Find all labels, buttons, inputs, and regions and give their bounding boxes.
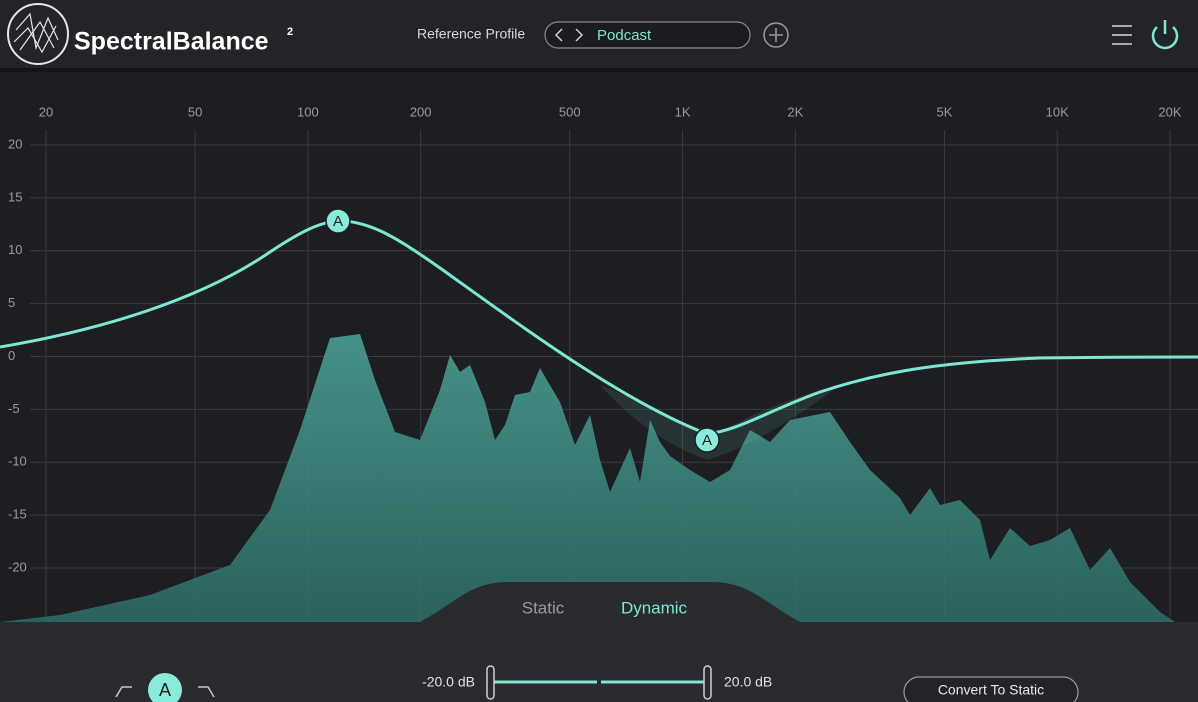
freq-tick-label: 100 — [297, 104, 319, 119]
logo-superscript: 2 — [287, 26, 293, 38]
range-slider[interactable] — [486, 665, 712, 700]
db-tick-label: 15 — [8, 189, 22, 204]
convert-button[interactable] — [903, 676, 1079, 702]
eq-node[interactable]: A — [325, 208, 351, 234]
reference-label: Reference Profile — [417, 26, 525, 42]
menu-button[interactable] — [1112, 25, 1132, 45]
eq-curve — [0, 219, 1198, 436]
db-tick-label: -20 — [8, 559, 27, 574]
range-max: 20.0 dB — [724, 674, 772, 690]
db-tick-label: 20 — [8, 136, 22, 151]
freq-tick-label: 200 — [410, 104, 432, 119]
freq-tick-label: 20 — [39, 104, 53, 119]
freq-tick-label: 1K — [675, 104, 691, 119]
logo-name: SpectralBalance — [74, 28, 269, 56]
db-tick-label: 5 — [8, 295, 15, 310]
freq-tick-label: 50 — [188, 104, 202, 119]
band-selector[interactable]: A — [148, 673, 182, 702]
profile-selector[interactable] — [544, 21, 751, 49]
band-shape-icons[interactable] — [115, 686, 215, 698]
freq-tick-label: 5K — [936, 104, 952, 119]
node-label: A — [702, 432, 712, 449]
freq-tick-label: 20K — [1158, 104, 1181, 119]
convert-button-label[interactable]: Convert To Static — [938, 682, 1044, 698]
mode-option[interactable]: Static — [522, 598, 565, 617]
range-min: -20.0 dB — [422, 674, 475, 690]
add-profile-button[interactable] — [763, 22, 789, 48]
mode-option[interactable]: Dynamic — [621, 598, 688, 617]
db-tick-label: 0 — [8, 348, 15, 363]
db-tick-label: 10 — [8, 242, 22, 257]
freq-tick-label: 2K — [787, 104, 803, 119]
logo-icon — [7, 3, 69, 65]
freq-tick-label: 500 — [559, 104, 581, 119]
power-button[interactable] — [1151, 20, 1179, 50]
db-tick-label: -5 — [8, 401, 20, 416]
band-label: A — [159, 680, 171, 700]
profile-name[interactable]: Podcast — [597, 27, 652, 44]
header-shadow — [0, 68, 1198, 72]
freq-tick-label: 10K — [1046, 104, 1069, 119]
db-tick-label: -15 — [8, 507, 27, 522]
node-label: A — [333, 213, 343, 230]
eq-node[interactable]: A — [694, 427, 720, 453]
profile-arrows[interactable] — [554, 28, 584, 42]
db-tick-label: -10 — [8, 454, 27, 469]
mode-toggle-bg — [420, 582, 800, 622]
spectrum — [0, 334, 1175, 622]
